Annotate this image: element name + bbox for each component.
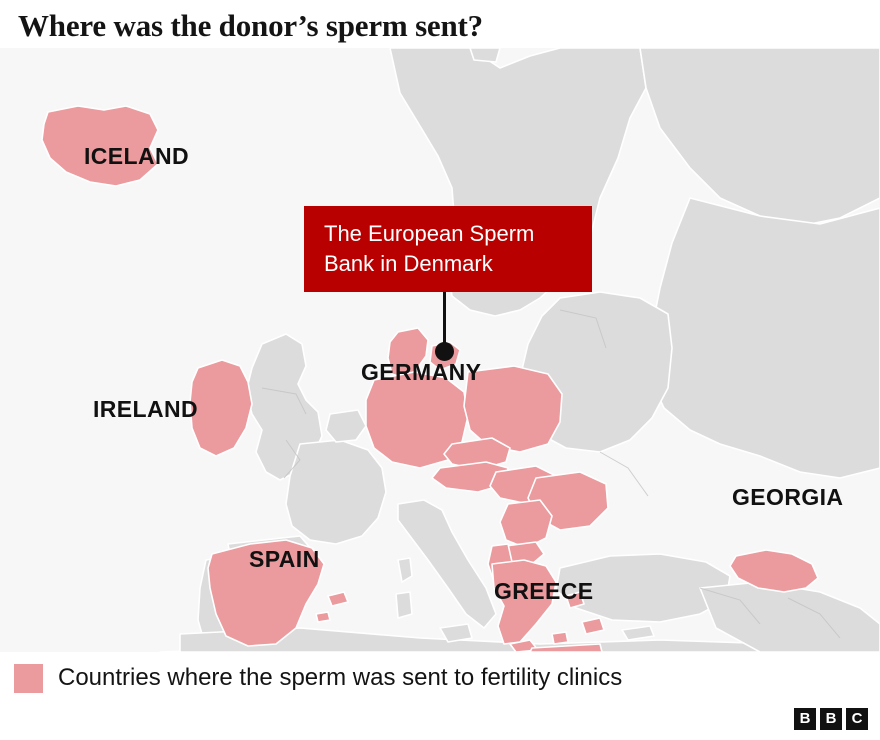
- bbc-logo-letter-3: C: [846, 708, 868, 730]
- legend: Countries where the sperm was sent to fe…: [0, 652, 880, 704]
- callout-box[interactable]: The European Sperm Bank in Denmark: [304, 206, 592, 292]
- internal-borders: [261, 309, 841, 639]
- bbc-logo-letter-1: B: [794, 708, 816, 730]
- page-title: Where was the donor’s sperm sent?: [18, 8, 483, 43]
- country-spain-ibiza: [315, 611, 331, 623]
- country-ireland: [189, 359, 253, 457]
- legend-label: Countries where the sperm was sent to fe…: [58, 664, 623, 691]
- denmark-location-dot: [435, 342, 454, 361]
- country-greece-mainland: [491, 559, 557, 645]
- highlighted-countries-layer: [41, 105, 819, 652]
- country-poland: [463, 365, 563, 453]
- country-georgia: [729, 549, 819, 593]
- country-greece-island-b: [581, 617, 605, 635]
- country-iceland: [41, 105, 159, 187]
- callout-leader-line: [443, 292, 446, 350]
- country-greece-island-a: [565, 591, 585, 609]
- europe-map-svg: [0, 48, 880, 652]
- country-greece-island-c: [551, 631, 569, 645]
- country-spain: [207, 539, 325, 647]
- callout-label: The European Sperm Bank in Denmark: [324, 221, 535, 276]
- legend-swatch-highlight: [14, 663, 43, 693]
- country-spain-balearics: [327, 591, 349, 607]
- bbc-logo: B B C: [794, 708, 868, 730]
- bbc-logo-letter-2: B: [820, 708, 842, 730]
- map-canvas[interactable]: ICELAND IRELAND GERMANY SPAIN GREECE GEO…: [0, 48, 880, 652]
- country-greece-crete: [529, 643, 603, 652]
